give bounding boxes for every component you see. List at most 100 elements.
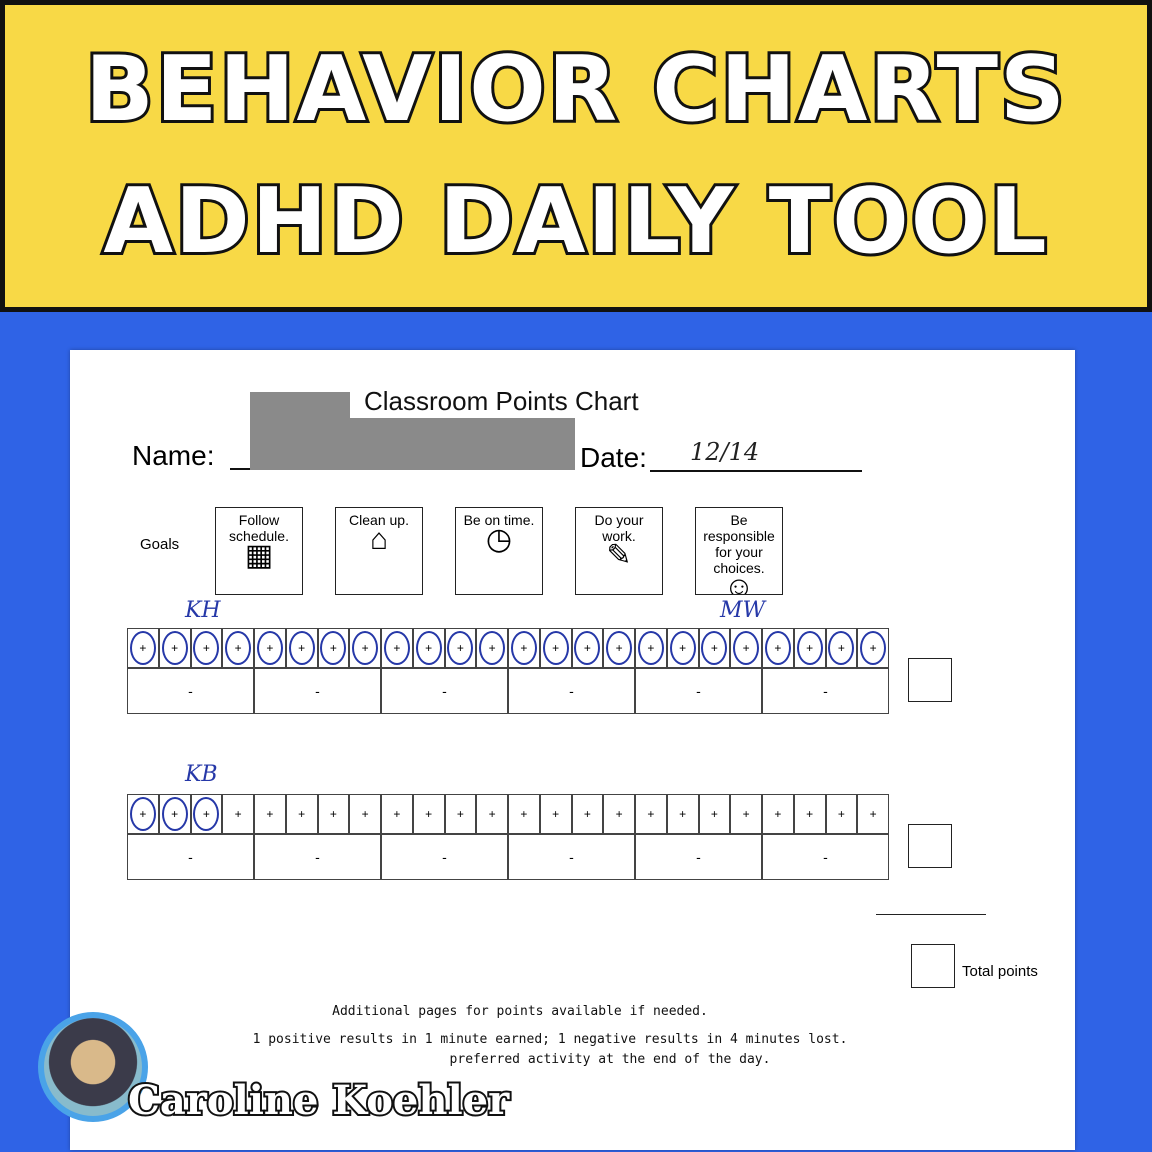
minus-cell[interactable]: - <box>254 834 381 880</box>
minus-cell[interactable]: - <box>635 668 762 714</box>
points-grid-2: + + + + + + + + + + + + + + + + + + + + + + + + - - - - - - <box>127 794 889 880</box>
plus-cell[interactable]: + <box>762 628 794 668</box>
plus-cell[interactable]: + <box>857 794 889 834</box>
goal-card: Follow schedule. ▦ <box>215 507 303 595</box>
minus-cell[interactable]: - <box>762 668 889 714</box>
minus-cell[interactable]: - <box>508 834 635 880</box>
plus-cell[interactable]: + <box>539 794 572 834</box>
banner-line-1: BEHAVIOR CHARTS <box>82 34 1068 145</box>
plus-cell[interactable]: + <box>603 794 635 834</box>
goal-label: Be responsible for your choices. <box>703 512 775 576</box>
plus-cell[interactable]: + <box>476 794 508 834</box>
plus-cell[interactable]: + <box>222 628 254 668</box>
plus-cell[interactable]: + <box>762 794 794 834</box>
clean-up-icon: ⌂ <box>369 523 389 556</box>
plus-cell[interactable]: + <box>158 628 191 668</box>
author-name: Caroline Koehler <box>126 1076 511 1126</box>
worksheet-icon: ✎ <box>606 539 632 572</box>
minus-cell[interactable]: - <box>762 834 889 880</box>
minus-cell[interactable]: - <box>127 834 254 880</box>
plus-cell[interactable]: + <box>285 628 318 668</box>
goal-label: Be on time. <box>463 512 535 528</box>
thinking-face-icon: ☺ <box>723 571 755 595</box>
goal-card: Be responsible for your choices. ☺ <box>695 507 783 595</box>
plus-cell[interactable]: + <box>730 794 762 834</box>
plus-cell[interactable]: + <box>349 628 381 668</box>
initials: MW <box>720 598 766 623</box>
plus-cell[interactable]: + <box>254 628 286 668</box>
redaction <box>250 392 350 418</box>
total-label: Total points <box>962 963 1038 980</box>
plus-cell[interactable]: + <box>190 628 223 668</box>
redaction <box>250 418 575 470</box>
total-box <box>911 944 955 988</box>
plus-cell[interactable]: + <box>508 794 540 834</box>
banner-line-2: ADHD DAILY TOOL <box>100 166 1049 277</box>
plus-cell[interactable]: + <box>127 628 159 668</box>
goal-card: Be on time. ◷ <box>455 507 543 595</box>
minus-cell[interactable]: - <box>127 668 254 714</box>
plus-cell[interactable]: + <box>127 794 159 834</box>
plus-cell[interactable]: + <box>190 794 223 834</box>
clock-icon: ◷ <box>485 523 513 556</box>
subtotal-box <box>908 824 952 868</box>
plus-cell[interactable]: + <box>381 628 413 668</box>
plus-cell[interactable]: + <box>349 794 381 834</box>
plus-cell[interactable]: + <box>381 794 413 834</box>
plus-cell[interactable]: + <box>635 794 667 834</box>
plus-cell[interactable]: + <box>793 794 826 834</box>
plus-cell[interactable]: + <box>508 628 540 668</box>
plus-cell[interactable]: + <box>857 628 889 668</box>
date-value: 12/14 <box>690 438 760 466</box>
points-grid-1: + + + + + + + + + + + + + + + + + + + + + + + + - - - - - - <box>127 628 889 714</box>
minus-cell[interactable]: - <box>381 834 508 880</box>
plus-cell[interactable]: + <box>476 628 508 668</box>
plus-cell[interactable]: + <box>698 794 731 834</box>
plus-cell[interactable]: + <box>730 628 762 668</box>
plus-cell[interactable]: + <box>317 794 350 834</box>
goals-label: Goals <box>140 536 180 553</box>
plus-cell[interactable]: + <box>571 628 604 668</box>
plus-cell[interactable]: + <box>444 794 477 834</box>
plus-cell[interactable]: + <box>603 628 635 668</box>
minus-cell[interactable]: - <box>381 668 508 714</box>
points-chart-sheet: Classroom Points Chart Name: Date: 12/14… <box>70 350 1075 1150</box>
initials: KH <box>185 598 221 623</box>
plus-cell[interactable]: + <box>793 628 826 668</box>
plus-cell[interactable]: + <box>666 794 699 834</box>
plus-cell[interactable]: + <box>825 628 858 668</box>
goal-label: Do your work. <box>594 512 644 544</box>
initials: KB <box>185 762 218 787</box>
plus-cell[interactable]: + <box>158 794 191 834</box>
minus-cell[interactable]: - <box>254 668 381 714</box>
plus-cell[interactable]: + <box>285 794 318 834</box>
plus-cell[interactable]: + <box>825 794 858 834</box>
title-banner: BEHAVIOR CHARTS ADHD DAILY TOOL <box>0 0 1152 312</box>
minus-cell[interactable]: - <box>635 834 762 880</box>
plus-cell[interactable]: + <box>571 794 604 834</box>
goal-label: Follow schedule. <box>229 512 289 544</box>
calendar-icon: ▦ <box>244 539 274 572</box>
goal-card: Clean up. ⌂ <box>335 507 423 595</box>
note: Additional pages for points available if… <box>332 1004 708 1019</box>
goal-label: Clean up. <box>349 512 409 528</box>
date-label: Date: <box>580 442 647 473</box>
plus-cell[interactable]: + <box>444 628 477 668</box>
plus-cell[interactable]: + <box>539 628 572 668</box>
sheet-title: Classroom Points Chart <box>364 386 639 416</box>
name-label: Name: <box>132 440 215 471</box>
plus-cell[interactable]: + <box>317 628 350 668</box>
sum-line <box>876 914 986 915</box>
plus-cell[interactable]: + <box>254 794 286 834</box>
plus-cell[interactable]: + <box>698 628 731 668</box>
plus-cell[interactable]: + <box>222 794 254 834</box>
note: 1 positive results in 1 minute earned; 1… <box>252 1032 848 1047</box>
plus-cell[interactable]: + <box>666 628 699 668</box>
plus-cell[interactable]: + <box>412 628 445 668</box>
note: preferred activity at the end of the day… <box>449 1052 771 1067</box>
plus-cell[interactable]: + <box>635 628 667 668</box>
minus-cell[interactable]: - <box>508 668 635 714</box>
plus-cell[interactable]: + <box>412 794 445 834</box>
subtotal-box <box>908 658 952 702</box>
author-photo-logo <box>38 1012 148 1122</box>
